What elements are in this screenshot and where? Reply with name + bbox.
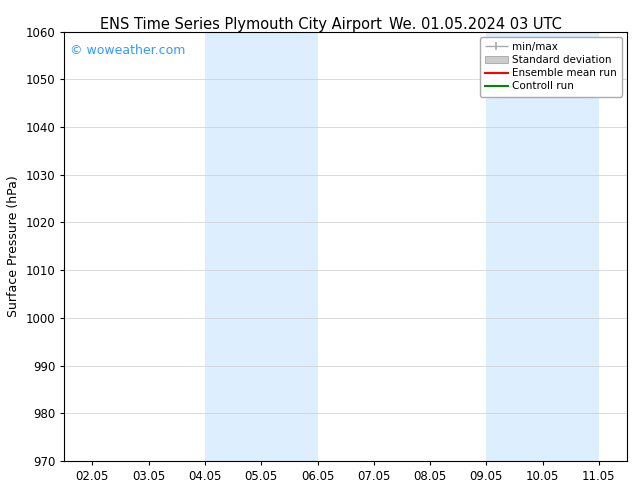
Text: We. 01.05.2024 03 UTC: We. 01.05.2024 03 UTC — [389, 17, 562, 32]
Bar — [543, 31, 599, 461]
Legend: min/max, Standard deviation, Ensemble mean run, Controll run: min/max, Standard deviation, Ensemble me… — [479, 37, 622, 97]
Bar — [261, 31, 318, 461]
Bar — [486, 31, 543, 461]
Bar — [205, 31, 261, 461]
Y-axis label: Surface Pressure (hPa): Surface Pressure (hPa) — [7, 175, 20, 317]
Text: © woweather.com: © woweather.com — [70, 45, 185, 57]
Text: ENS Time Series Plymouth City Airport: ENS Time Series Plymouth City Airport — [100, 17, 382, 32]
